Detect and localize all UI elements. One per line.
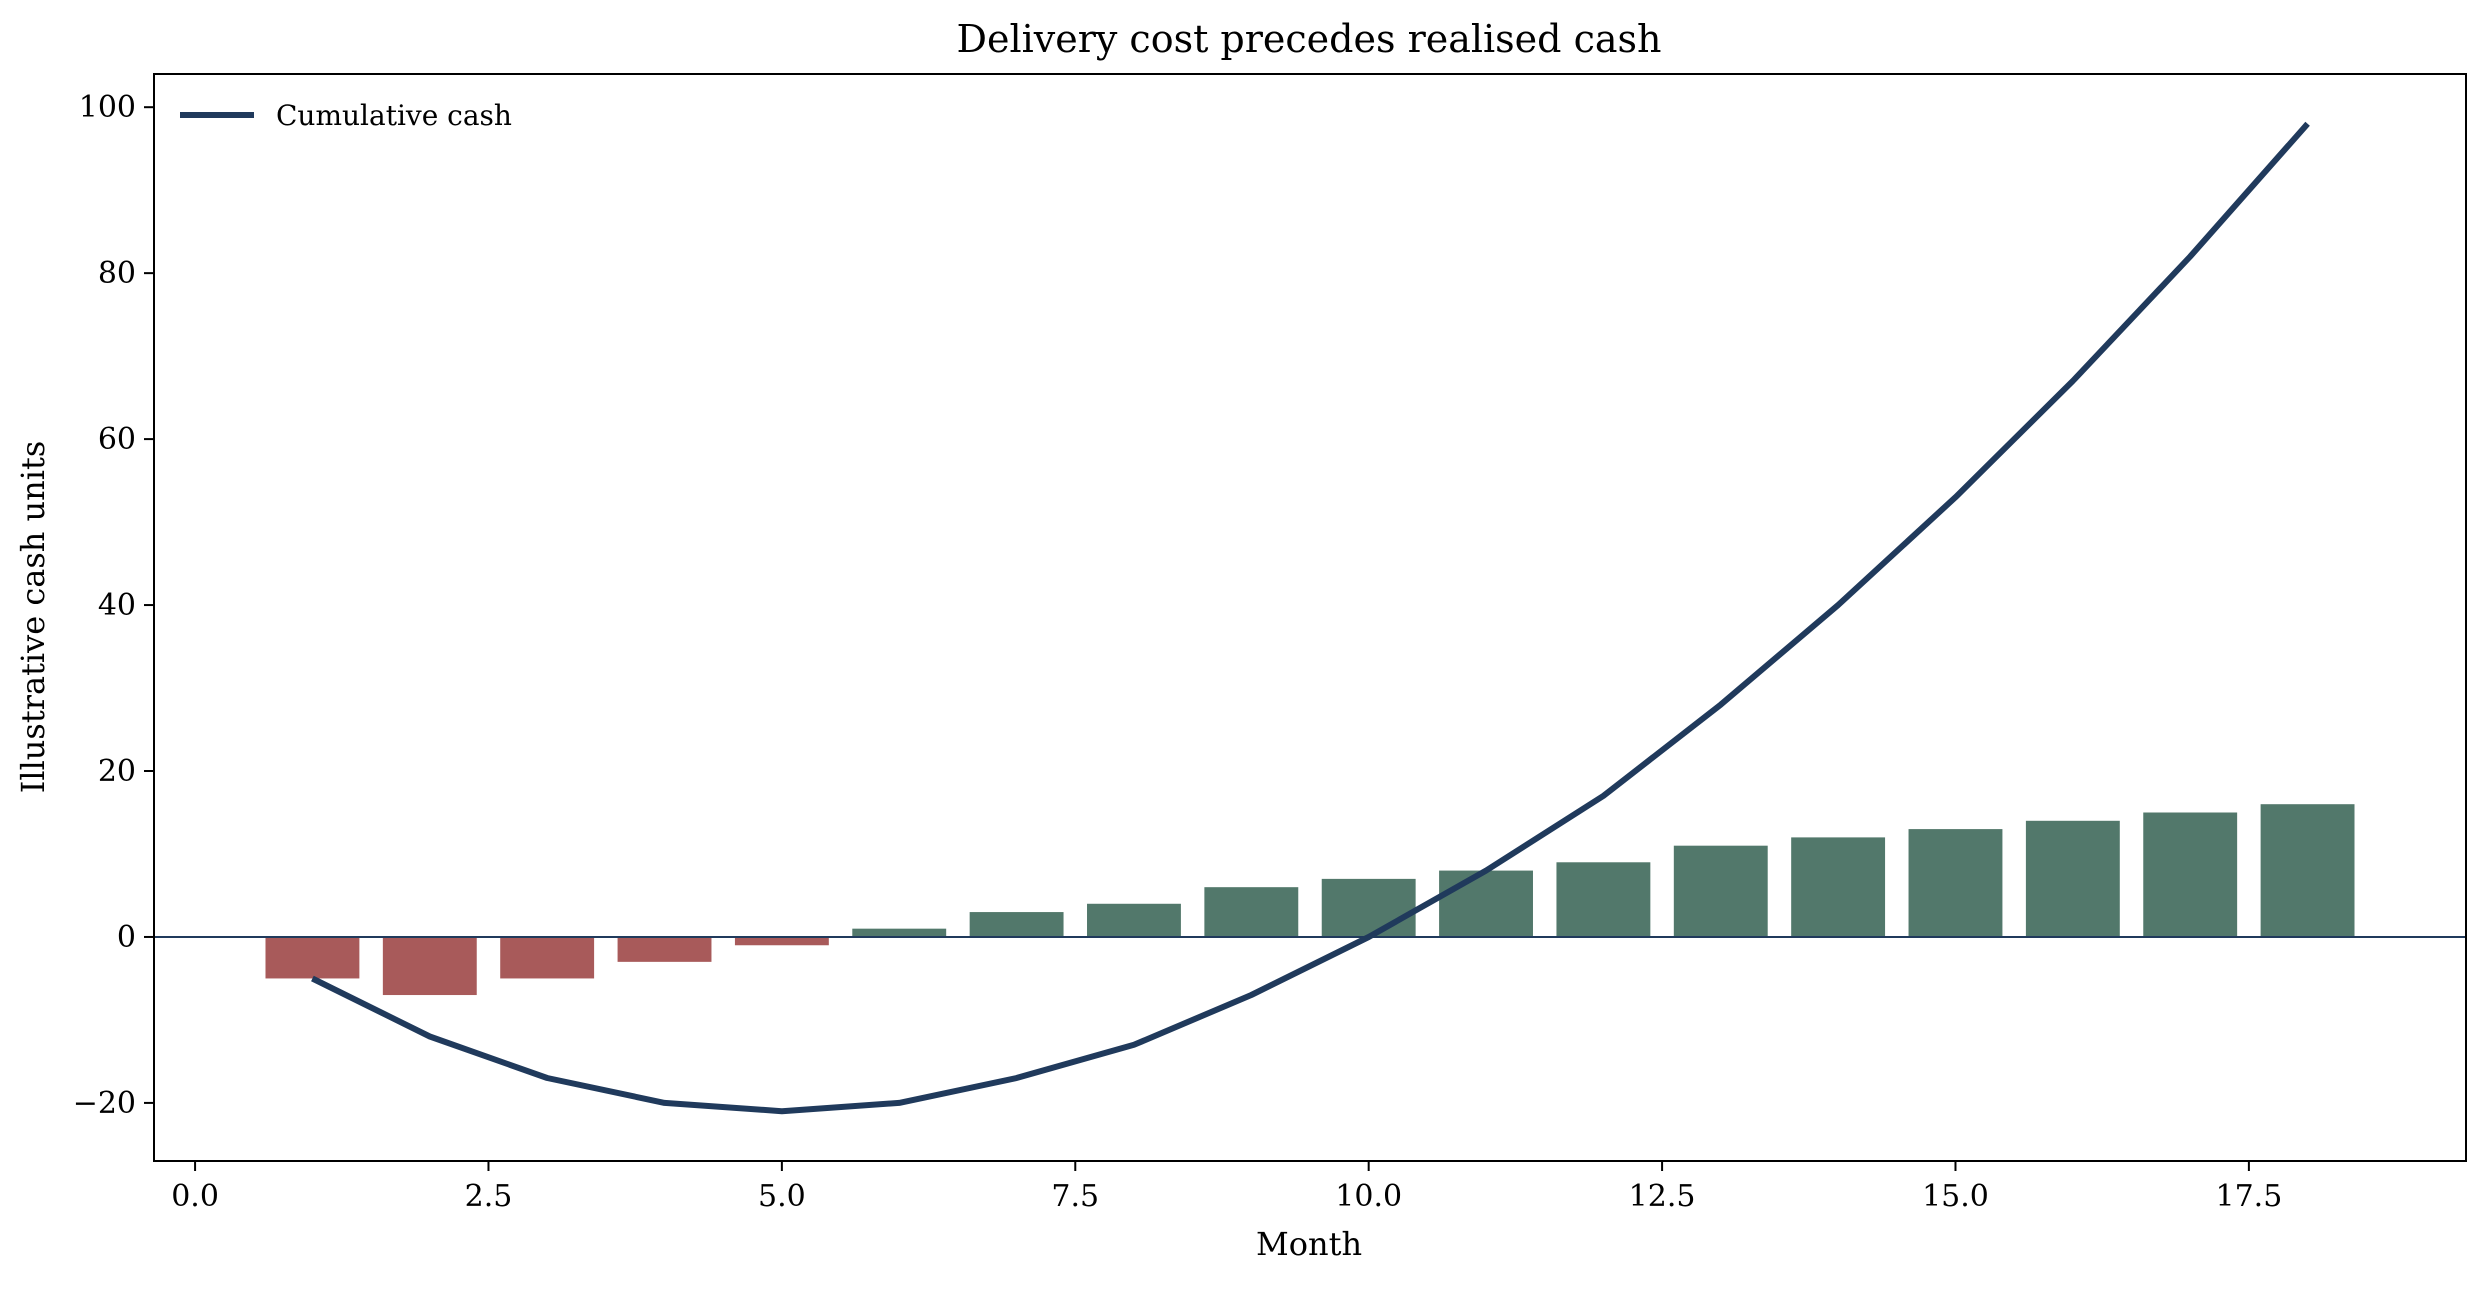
legend-label-cumulative-cash: Cumulative cash bbox=[276, 99, 512, 132]
y-tick-label: 60 bbox=[98, 422, 136, 457]
y-tick-label: 80 bbox=[98, 256, 136, 291]
x-axis-title: Month bbox=[1256, 1225, 1362, 1263]
y-tick-label: 40 bbox=[98, 588, 136, 623]
bar-month-10 bbox=[1321, 878, 1416, 937]
bars-layer bbox=[265, 804, 2355, 996]
bar-month-2 bbox=[382, 936, 477, 996]
plot-frame bbox=[153, 73, 2467, 1162]
bar-month-18 bbox=[2260, 804, 2355, 937]
bar-month-11 bbox=[1439, 870, 1533, 937]
y-tick-label: −20 bbox=[73, 1086, 136, 1121]
y-axis: −20 0 20 40 60 80 100 bbox=[73, 90, 154, 1121]
x-tick-label: 12.5 bbox=[1629, 1179, 1696, 1214]
x-tick-label: 2.5 bbox=[465, 1179, 513, 1214]
x-tick-label: 5.0 bbox=[758, 1179, 806, 1214]
x-tick-label: 0.0 bbox=[171, 1179, 219, 1214]
line-layer bbox=[311, 121, 2310, 1115]
y-axis-title: Illustrative cash units bbox=[14, 441, 52, 794]
bar-month-1 bbox=[265, 936, 360, 979]
bar-month-8 bbox=[1087, 903, 1181, 937]
bar-month-9 bbox=[1204, 887, 1299, 937]
bar-month-14 bbox=[1791, 837, 1886, 937]
bar-month-13 bbox=[1673, 845, 1768, 937]
y-tick-label: 0 bbox=[117, 920, 136, 955]
chart-title: Delivery cost precedes realised cash bbox=[956, 17, 1661, 61]
y-tick-label: 20 bbox=[98, 754, 136, 789]
bar-month-17 bbox=[2143, 812, 2238, 937]
bar-month-16 bbox=[2025, 820, 2120, 937]
bar-month-3 bbox=[500, 936, 595, 979]
bar-month-7 bbox=[969, 912, 1064, 937]
x-tick-label: 10.0 bbox=[1335, 1179, 1402, 1214]
y-tick-label: 100 bbox=[79, 90, 136, 125]
x-axis: 0.0 2.5 5.0 7.5 10.0 12.5 15.0 17.5 bbox=[171, 1161, 2282, 1214]
x-tick-label: 7.5 bbox=[1051, 1179, 1099, 1214]
bar-month-4 bbox=[617, 936, 712, 962]
legend: Cumulative cash bbox=[180, 99, 512, 132]
bar-month-15 bbox=[1908, 829, 2003, 937]
bar-month-6 bbox=[852, 928, 947, 937]
x-tick-label: 17.5 bbox=[2215, 1179, 2282, 1214]
cumulative-cash-line bbox=[311, 121, 2310, 1115]
x-tick-label: 15.0 bbox=[1922, 1179, 1989, 1214]
bar-month-12 bbox=[1556, 862, 1651, 937]
bar-month-5 bbox=[734, 936, 829, 946]
